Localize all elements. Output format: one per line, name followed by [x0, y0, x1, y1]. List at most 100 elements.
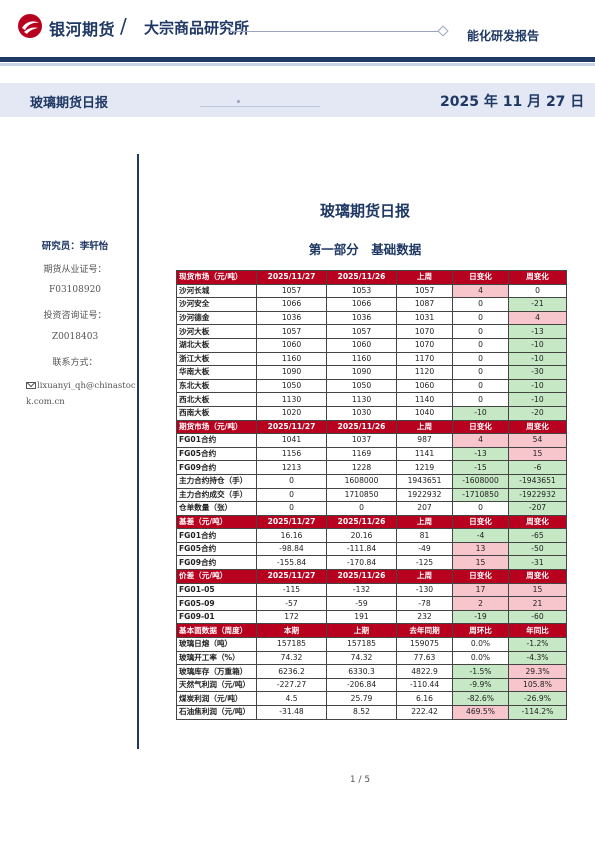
title-bar-deco-line	[200, 106, 320, 107]
row-label-cell: 西南大板	[176, 405, 257, 421]
value-cell: 1169	[326, 446, 397, 462]
value-cell: -20	[508, 405, 567, 421]
header-band-light	[0, 63, 595, 66]
row-label-cell: 主力合约持仓（手）	[176, 473, 257, 489]
value-cell: -132	[326, 582, 397, 598]
value-cell: -13	[508, 324, 567, 339]
value-cell: -1.2%	[508, 637, 567, 652]
value-cell: 17	[452, 582, 509, 598]
value-cell: 1050	[256, 378, 327, 394]
contact-email[interactable]: lixuanyi_qh@chinastock.com.cn	[26, 378, 136, 410]
table-row: 仓单数量（张） 0 0 207 0 -207	[176, 501, 567, 516]
value-cell: 0	[452, 392, 509, 407]
value-cell: -111.84	[326, 541, 397, 557]
value-cell: 1070	[396, 324, 453, 339]
column-header-cell: 上周	[396, 270, 453, 285]
value-cell: -1.5%	[452, 664, 509, 679]
basic-data-table: 现货市场（元/吨） 2025/11/27 2025/11/26 上周 日变化 周变化 沙河长…	[176, 270, 567, 720]
value-cell: -1943651	[508, 473, 567, 489]
column-header-cell: 周变化	[508, 569, 567, 584]
value-cell: 1710850	[326, 487, 397, 503]
column-header-cell: 周变化	[508, 270, 567, 285]
table-row: 东北大板 1050 1050 1060 0 -10	[176, 378, 567, 394]
column-header-cell: 日变化	[452, 419, 509, 435]
value-cell: -19	[452, 609, 509, 625]
table-row: FG09合约 -155.84 -170.84 -125 15 -31	[176, 555, 567, 571]
value-cell: 15	[452, 555, 509, 571]
row-label-cell: 华南大板	[176, 365, 257, 380]
value-cell: 1070	[396, 337, 453, 353]
brand-name: 银河期货	[49, 20, 116, 39]
row-label-cell: FG09合约	[176, 460, 257, 475]
value-cell: 0	[256, 487, 327, 503]
value-cell: -10	[508, 392, 567, 407]
value-cell: -30	[508, 365, 567, 380]
row-label-cell: 玻璃开工率（%）	[176, 650, 257, 666]
row-label-cell: 湖北大板	[176, 337, 257, 353]
column-header-cell: 上期	[326, 623, 397, 639]
value-cell: -57	[256, 596, 327, 611]
value-cell: 0	[326, 501, 397, 516]
value-cell: 1057	[396, 283, 453, 299]
row-label-cell: 沙河长城	[176, 283, 257, 299]
value-cell: 987	[396, 433, 453, 448]
report-title: 玻璃期货日报	[30, 96, 109, 111]
table-row: 煤炭利润（元/吨） 4.5 25.79 6.16 -82.6% -26.9%	[176, 691, 567, 706]
value-cell: -49	[396, 541, 453, 557]
table-row: 天然气利润（元/吨） -227.27 -206.84 -110.44 -9.9% 105.…	[176, 677, 567, 693]
email-text[interactable]: lixuanyi_qh@chinastock.com.cn	[26, 381, 136, 407]
value-cell: 1160	[326, 351, 397, 367]
value-cell: -59	[326, 596, 397, 611]
row-label-cell: 仓单数量（张）	[176, 501, 257, 516]
column-header-cell: 2025/11/26	[326, 419, 397, 435]
table-row: FG09合约 1213 1228 1219 -15 -6	[176, 460, 567, 475]
main-title: 玻璃期货日报	[319, 202, 410, 220]
value-cell: 1228	[326, 460, 397, 475]
table-header-row: 价差（元/吨） 2025/11/27 2025/11/26 上周 日变化 周变化	[176, 569, 567, 584]
table-row: 沙河大板 1057 1057 1070 0 -13	[176, 324, 567, 339]
value-cell: 1060	[396, 378, 453, 394]
value-cell: 15	[508, 582, 567, 598]
value-cell: 1041	[256, 433, 327, 448]
value-cell: 1031	[396, 310, 453, 326]
title-bar-deco-dot	[237, 100, 240, 103]
table-row: FG01合约 1041 1037 987 4 54	[176, 433, 567, 448]
value-cell: 4	[508, 310, 567, 326]
value-cell: -10	[452, 405, 509, 421]
section-header-cell: 价差（元/吨）	[176, 569, 257, 584]
value-cell: -125	[396, 555, 453, 571]
table-row: 玻璃日熔（吨） 157185 157185 159075 0.0% -1.2%	[176, 637, 567, 652]
value-cell: 1141	[396, 446, 453, 462]
value-cell: 1037	[326, 433, 397, 448]
value-cell: -13	[452, 446, 509, 462]
column-header-cell: 上周	[396, 419, 453, 435]
value-cell: 4.5	[256, 691, 327, 706]
header-deco-diamond	[437, 25, 449, 37]
license-number: F03108920	[48, 285, 102, 295]
value-cell: 157185	[326, 637, 397, 652]
value-cell: -227.27	[256, 677, 327, 693]
value-cell: 13	[452, 541, 509, 557]
value-cell: 0	[452, 310, 509, 326]
value-cell: -4.3%	[508, 650, 567, 666]
value-cell: -114.2%	[508, 705, 567, 720]
value-cell: -10	[508, 378, 567, 394]
value-cell: -10	[508, 337, 567, 353]
value-cell: 74.32	[326, 650, 397, 666]
section-header-cell: 现货市场（元/吨）	[176, 270, 257, 285]
value-cell: 1943651	[396, 473, 453, 489]
value-cell: -10	[508, 351, 567, 367]
table-row: 西南大板 1020 1030 1040 -10 -20	[176, 405, 567, 421]
value-cell: 157185	[256, 637, 327, 652]
value-cell: 29.3%	[508, 664, 567, 679]
value-cell: 191	[326, 609, 397, 625]
section-header-cell: 期货市场（元/吨）	[176, 419, 257, 435]
value-cell: 1140	[396, 392, 453, 407]
value-cell: 4822.9	[396, 664, 453, 679]
table-row: FG05合约 -98.84 -111.84 -49 13 -50	[176, 541, 567, 557]
row-label-cell: 沙河安全	[176, 297, 257, 312]
table-header-row: 基差（元/吨） 2025/11/27 2025/11/26 上周 日变化 周变化	[176, 514, 567, 530]
value-cell: 0	[508, 283, 567, 299]
table-row: FG01合约 16.16 20.16 81 -4 -65	[176, 528, 567, 543]
value-cell: 2	[452, 596, 509, 611]
